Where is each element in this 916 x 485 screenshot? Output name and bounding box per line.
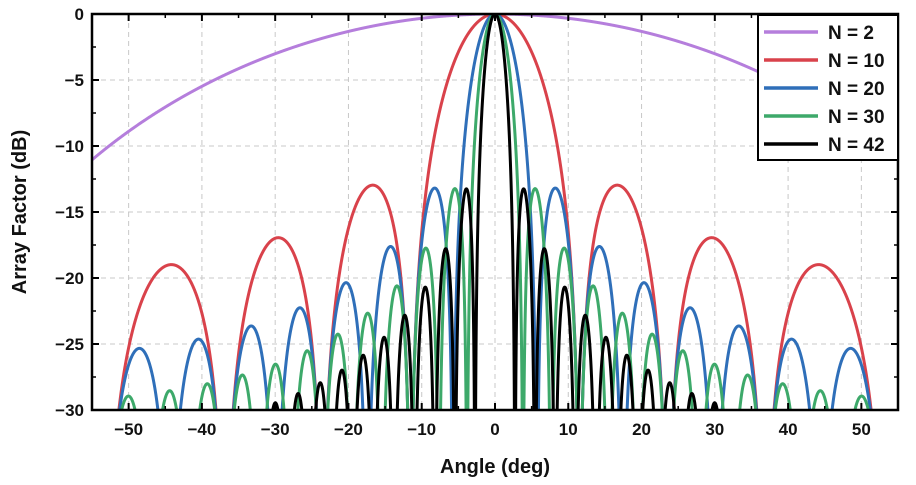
y-tick-label-2: −10 (55, 137, 84, 156)
legend-label-n20: N = 20 (828, 79, 885, 100)
legend-item-n30: N = 30 (764, 107, 885, 128)
legend-label-n42: N = 42 (828, 135, 885, 156)
y-tick-label-5: −25 (55, 335, 84, 354)
x-tick-label-6: 10 (559, 420, 578, 439)
legend-item-n10: N = 10 (764, 51, 885, 72)
x-tick-label-7: 20 (632, 420, 651, 439)
y-tick-label-6: −30 (55, 401, 84, 420)
x-tick-label-5: 0 (490, 420, 499, 439)
x-tick-label-3: −20 (334, 420, 363, 439)
x-tick-label-8: 30 (705, 420, 724, 439)
y-tick-label-4: −20 (55, 269, 84, 288)
legend-label-n2: N = 2 (828, 23, 874, 44)
y-tick-labels: 0 −5 −10 −15 −20 −25 −30 (55, 5, 84, 420)
x-tick-label-2: −30 (261, 420, 290, 439)
legend-item-n2: N = 2 (764, 23, 874, 44)
x-axis-title: Angle (deg) (440, 456, 550, 478)
x-tick-label-1: −40 (187, 420, 216, 439)
x-tick-labels: −50 −40 −30 −20 −10 0 10 20 30 40 50 (114, 420, 871, 439)
legend: N = 2 N = 10 N = 20 N = 30 N = 42 (757, 14, 899, 161)
y-tick-label-3: −15 (55, 203, 84, 222)
legend-label-n30: N = 30 (828, 107, 885, 128)
y-tick-label-1: −5 (65, 71, 84, 90)
y-tick-label-0: 0 (75, 5, 84, 24)
x-tick-label-0: −50 (114, 420, 143, 439)
legend-label-n10: N = 10 (828, 51, 885, 72)
legend-item-n20: N = 20 (764, 79, 885, 100)
legend-item-n42: N = 42 (764, 135, 885, 156)
x-tick-label-4: −10 (407, 420, 436, 439)
y-axis-title: Array Factor (dB) (9, 130, 31, 294)
x-tick-label-9: 40 (779, 420, 798, 439)
x-tick-label-10: 50 (852, 420, 871, 439)
